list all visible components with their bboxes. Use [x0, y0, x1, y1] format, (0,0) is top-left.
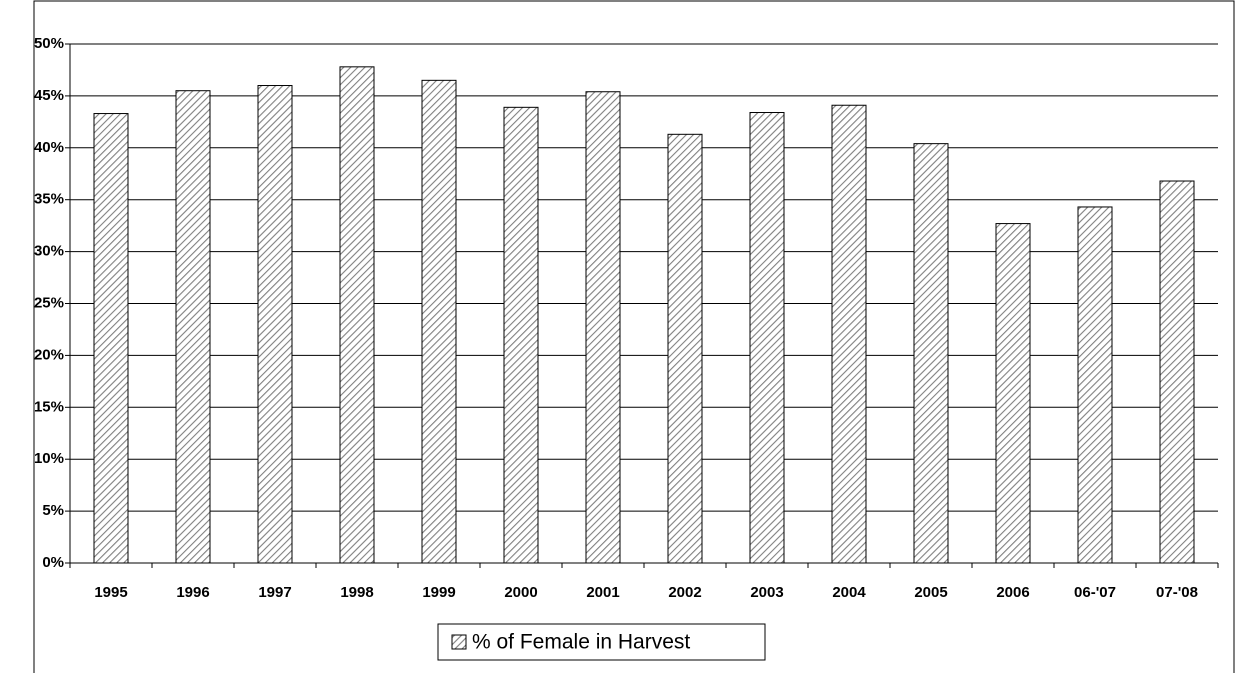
y-tick-label: 30% [34, 243, 64, 260]
bar [749, 112, 785, 564]
y-tick-label: 0% [42, 554, 64, 571]
bar [585, 91, 621, 564]
y-tick-label: 40% [34, 139, 64, 156]
bar [257, 85, 293, 564]
x-tick-label: 2000 [504, 584, 537, 601]
bar [503, 106, 539, 564]
bar [339, 66, 375, 564]
y-tick-label: 15% [34, 398, 64, 415]
x-tick-label: 2006 [996, 584, 1029, 601]
bar [831, 104, 867, 564]
y-tick-label: 10% [34, 450, 64, 467]
legend-swatch [451, 634, 467, 650]
x-tick-label: 2003 [750, 584, 783, 601]
x-tick-label: 1996 [176, 584, 209, 601]
y-tick-label: 25% [34, 294, 64, 311]
chart-border [33, 0, 1235, 673]
bar [175, 90, 211, 564]
bar [1077, 206, 1113, 564]
x-tick-label: 1998 [340, 584, 373, 601]
legend-box [437, 623, 766, 661]
bar [995, 223, 1031, 564]
x-tick-label: 1995 [94, 584, 127, 601]
x-tick-label: 07-'08 [1156, 584, 1198, 601]
x-tick-label: 1999 [422, 584, 455, 601]
x-tick-label: 2005 [914, 584, 947, 601]
bar [93, 113, 129, 564]
y-tick-label: 20% [34, 346, 64, 363]
x-tick-label: 06-'07 [1074, 584, 1116, 601]
y-tick-label: 50% [34, 35, 64, 52]
bar [1159, 180, 1195, 564]
x-tick-label: 2002 [668, 584, 701, 601]
bar [913, 143, 949, 564]
x-tick-label: 2001 [586, 584, 619, 601]
legend-label: % of Female in Harvest [472, 631, 690, 654]
y-tick-label: 35% [34, 191, 64, 208]
x-tick-label: 1997 [258, 584, 291, 601]
bar [421, 79, 457, 564]
bar [667, 133, 703, 564]
y-tick-label: 45% [34, 87, 64, 104]
y-tick-label: 5% [42, 502, 64, 519]
x-tick-label: 2004 [832, 584, 866, 601]
